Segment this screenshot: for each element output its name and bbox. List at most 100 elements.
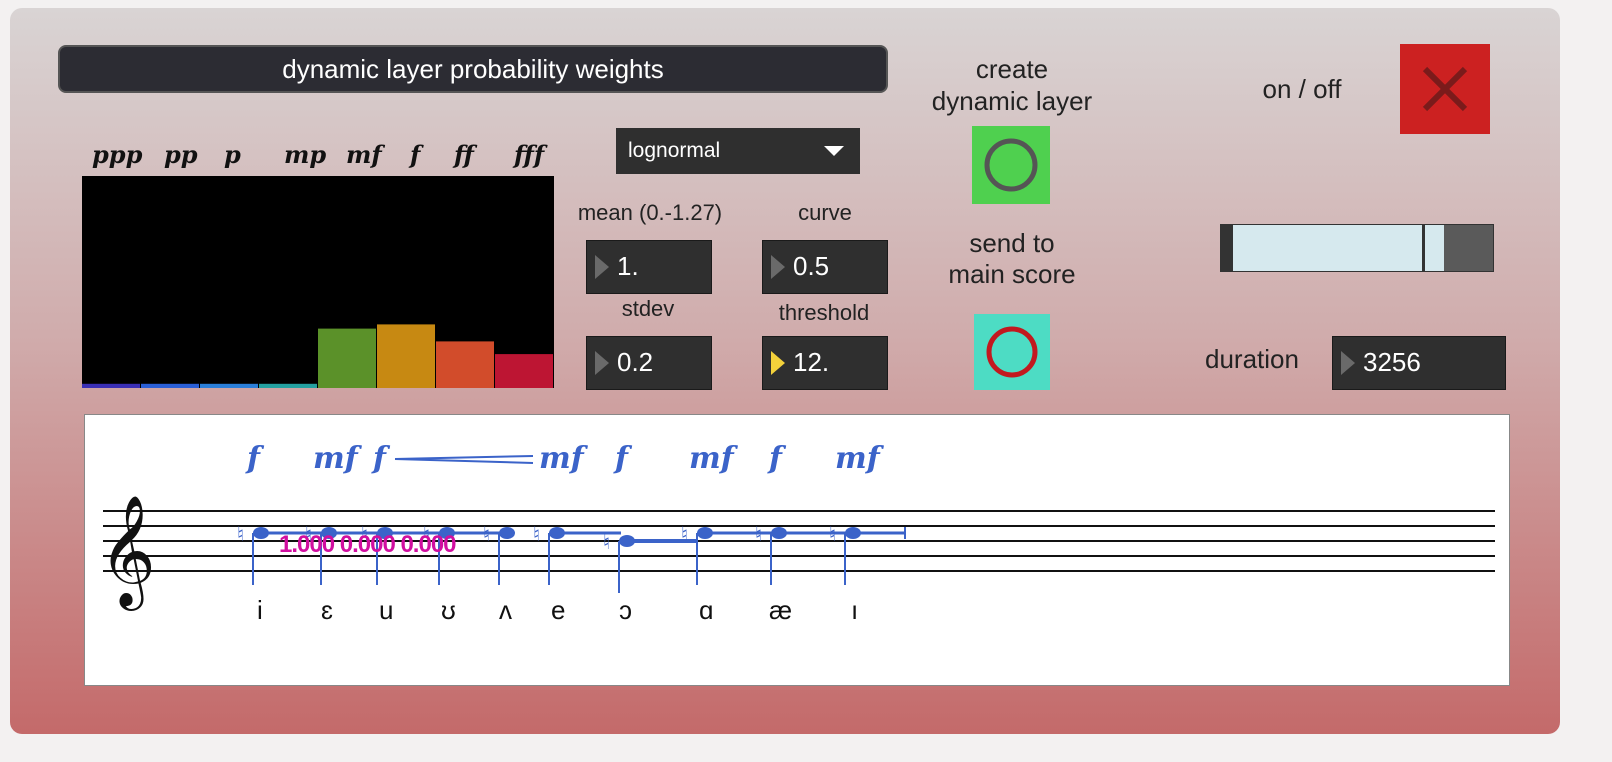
lyric: ɔ [619, 595, 632, 625]
send-label-line1: send to [969, 228, 1055, 258]
threshold-number-box[interactable]: 12. [762, 336, 888, 390]
note-head [771, 527, 787, 539]
lyric: ʌ [499, 595, 512, 625]
dynamic-label-f: f [410, 140, 421, 169]
note-head [845, 527, 861, 539]
note-head [619, 535, 635, 547]
triangle-icon [771, 351, 785, 375]
curve-number-box[interactable]: 0.5 [762, 240, 888, 294]
panel-title: dynamic layer probability weights [58, 45, 888, 93]
triangle-icon [1341, 351, 1355, 375]
create-label-line1: create [975, 54, 1049, 84]
dynamic-label-p: p [224, 140, 241, 169]
natural-icon: ♮ [533, 522, 540, 546]
score-dynamic: mf [689, 441, 734, 476]
score-dynamic: mf [835, 441, 880, 476]
send-label-line2: main score [948, 259, 1076, 289]
lyric: ı [851, 595, 859, 625]
triangle-icon [595, 255, 609, 279]
slider-handle[interactable] [1422, 225, 1426, 271]
score-dynamic: mf [313, 441, 358, 476]
histogram-bar-f [377, 324, 435, 388]
slider-left-cap [1221, 225, 1233, 271]
chevron-down-icon [824, 146, 844, 156]
score-dynamic: mf [539, 441, 584, 476]
send-to-main-score-button[interactable] [974, 314, 1050, 390]
dynamic-label-fff: fff [514, 140, 545, 169]
dynamic-label-mf: mf [346, 140, 382, 169]
lyric: ɛ [321, 595, 333, 625]
lyric: i [257, 595, 263, 625]
note-head [549, 527, 565, 539]
note-head [321, 527, 337, 539]
distribution-selected: lognormal [628, 139, 721, 162]
threshold-value: 12. [793, 347, 830, 377]
score-dynamic: f [769, 441, 782, 476]
natural-icon: ♮ [603, 530, 610, 554]
notes: ♮ ♮ ♮ ♮ ♮ ♮ ♮ ♮ ♮ ♮ [237, 522, 861, 593]
histogram-bar-ppp [82, 383, 140, 388]
histogram-bar-fff [495, 354, 553, 388]
on-off-label: on / off [1262, 74, 1342, 104]
triangle-icon [771, 255, 785, 279]
dynamic-label-ff: ff [454, 140, 474, 169]
natural-icon: ♮ [423, 522, 430, 546]
score-view[interactable]: 𝄞 ♮ ♮ ♮ ♮ ♮ ♮ ♮ ♮ ♮ ♮ f mf f mf f mf f mf 1.000 0… [84, 414, 1510, 686]
histogram-bar-pp [141, 383, 199, 388]
note-head [697, 527, 713, 539]
note-head [439, 527, 455, 539]
histogram-bar-mp [259, 383, 317, 388]
dynamic-label-ppp: ppp [92, 140, 143, 169]
duration-label: duration [1205, 344, 1299, 374]
note-head [377, 527, 393, 539]
curve-label: curve [798, 200, 852, 225]
mean-value: 1. [617, 251, 639, 281]
score-dynamic: f [373, 441, 386, 476]
stdev-label: stdev [621, 296, 675, 321]
lyric: ʊ [441, 595, 456, 625]
dynamic-label-pp: pp [164, 140, 198, 169]
dynamic-label-mp: mp [284, 140, 327, 169]
slider[interactable] [1220, 224, 1494, 272]
mean-number-box[interactable]: 1. [586, 240, 712, 294]
natural-icon: ♮ [237, 522, 244, 546]
curve-value: 0.5 [793, 251, 830, 281]
score-annotation: 1.000 0.000 0.000 [279, 531, 457, 558]
staff-lines [103, 510, 1495, 572]
dynamic-layer-panel: dynamic layer probability weights ppp pp… [10, 8, 1560, 734]
probability-histogram[interactable] [82, 176, 554, 388]
duration-number-box[interactable]: 3256 [1332, 336, 1506, 390]
lyric: æ [769, 595, 793, 625]
score-dynamic: f [247, 441, 260, 476]
distribution-dropdown[interactable]: lognormal [616, 128, 860, 174]
lyric: e [551, 595, 566, 625]
create-dynamic-layer-button[interactable] [972, 126, 1050, 204]
threshold-label: threshold [778, 300, 870, 325]
stdev-number-box[interactable]: 0.2 [586, 336, 712, 390]
histogram-bar-ff [436, 341, 494, 388]
mean-label: mean (0.-1.27) [577, 200, 723, 225]
circle-icon [984, 138, 1038, 192]
note-head [253, 527, 269, 539]
natural-icon: ♮ [483, 522, 490, 546]
note-head [499, 527, 515, 539]
natural-icon: ♮ [305, 522, 312, 546]
staff-canvas: 𝄞 ♮ ♮ ♮ ♮ ♮ ♮ ♮ ♮ ♮ ♮ [99, 455, 1495, 611]
duration-value: 3256 [1363, 347, 1421, 377]
natural-icon: ♮ [361, 522, 368, 546]
hairpin-icon [394, 455, 534, 460]
record-circle-icon [986, 326, 1038, 378]
slider-fill [1444, 225, 1493, 271]
on-off-toggle[interactable] [1400, 44, 1490, 134]
lyric: ɑ [699, 595, 714, 625]
histogram-bars[interactable] [82, 176, 554, 388]
close-icon [1422, 66, 1468, 112]
stdev-value: 0.2 [617, 347, 654, 377]
histogram-bar-mf [318, 328, 376, 388]
natural-icon: ♮ [829, 522, 836, 546]
histogram-bar-p [200, 383, 258, 388]
natural-icon: ♮ [755, 522, 762, 546]
lyric: u [379, 595, 394, 625]
score-dynamic: f [615, 441, 628, 476]
triangle-icon [595, 351, 609, 375]
